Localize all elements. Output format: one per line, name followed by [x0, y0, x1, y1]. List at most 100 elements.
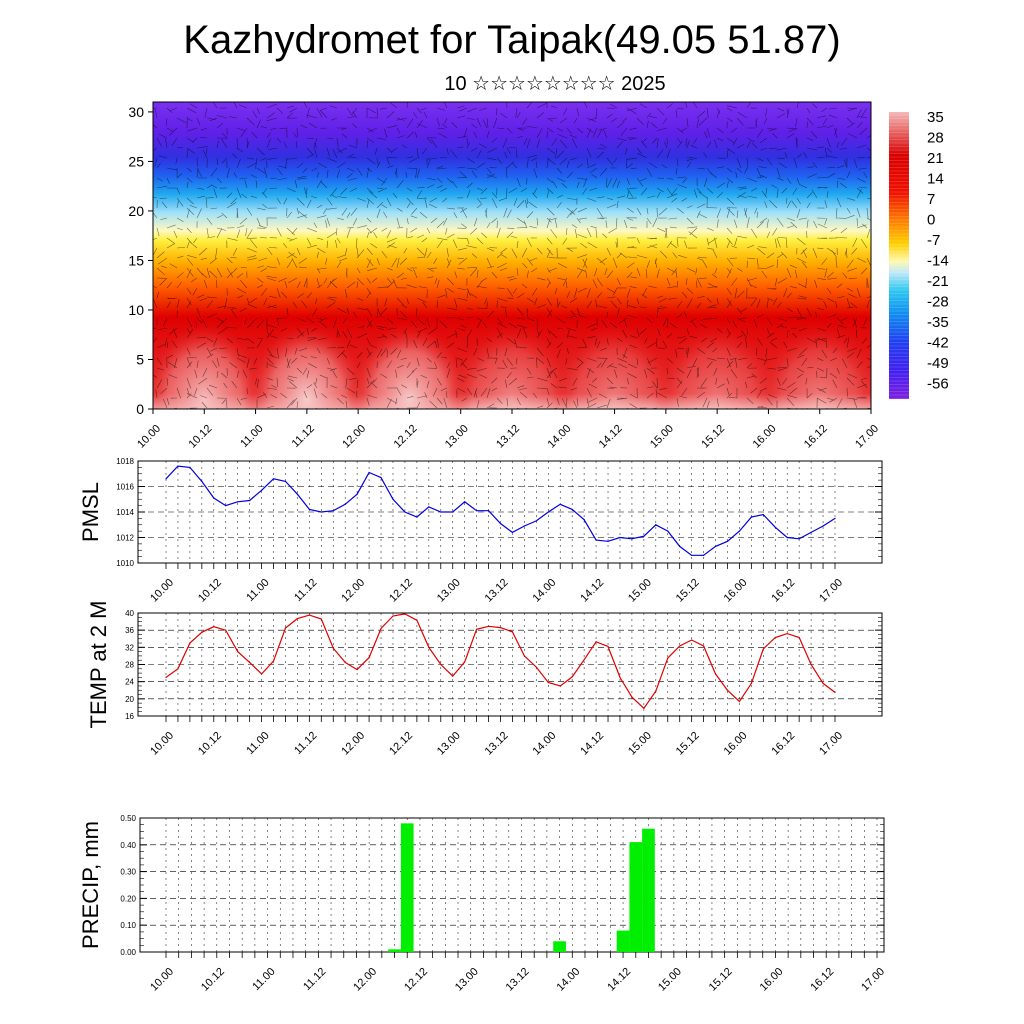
wind-barb	[846, 387, 848, 397]
wind-barb	[376, 325, 388, 329]
wind-barb	[286, 337, 294, 340]
wind-barb	[395, 369, 398, 379]
wind-barb	[746, 217, 750, 229]
wind-barb	[796, 237, 806, 245]
wind-barb	[157, 257, 168, 265]
wind-barb	[386, 350, 388, 359]
wind-barb	[757, 406, 768, 409]
wind-barb	[726, 148, 729, 159]
wind-barb	[726, 332, 731, 339]
wind-barb	[406, 362, 411, 369]
wind-barb	[600, 167, 608, 176]
wind-barb	[433, 362, 438, 369]
wind-barb	[613, 157, 618, 164]
wind-barb	[686, 226, 698, 229]
wind-barb	[526, 237, 532, 248]
wind-barb	[476, 357, 485, 362]
wind-barb	[686, 217, 694, 225]
wind-barb	[792, 187, 798, 195]
wind-barb	[645, 268, 648, 279]
wind-barb	[812, 103, 818, 109]
colorbar-label: -56	[927, 376, 949, 393]
wind-barb	[246, 207, 253, 216]
wind-barb	[750, 297, 758, 306]
pmsl-grid	[165, 461, 836, 563]
wind-barb	[317, 267, 328, 270]
wind-barb	[824, 200, 828, 209]
wind-barb	[515, 149, 518, 159]
wind-barb	[422, 337, 428, 346]
wind-barb	[753, 319, 758, 329]
wind-barb	[386, 156, 398, 159]
temp-x-tick-label: 10.12	[196, 730, 224, 758]
pmsl-point	[499, 522, 502, 525]
wind-barb	[366, 337, 371, 345]
wind-barb	[581, 187, 588, 195]
temp-point	[344, 661, 346, 663]
wind-barb	[491, 272, 498, 279]
wind-barb	[826, 147, 832, 153]
wind-barb	[306, 137, 314, 140]
wind-barb	[164, 337, 168, 347]
wind-barb	[429, 267, 438, 269]
wind-barb	[410, 215, 418, 219]
wind-barb	[291, 227, 298, 235]
wind-barb	[516, 307, 524, 316]
wind-barb	[726, 240, 731, 249]
wind-barb	[646, 393, 654, 399]
wind-barb	[266, 324, 278, 329]
wind-barb	[830, 357, 838, 361]
wind-barb	[640, 187, 648, 196]
wind-barb	[768, 394, 778, 399]
wind-barb	[286, 211, 292, 219]
wind-barb	[536, 217, 539, 226]
wind-barb	[556, 167, 563, 175]
wind-barb	[816, 125, 827, 129]
wind-barb	[577, 207, 588, 213]
wind-barb	[286, 252, 295, 259]
wind-barb	[576, 397, 579, 407]
wind-barb	[216, 214, 223, 219]
wind-barb	[476, 149, 482, 159]
wind-barb	[476, 237, 484, 245]
colorbar-label: 14	[927, 171, 944, 188]
wind-barb	[169, 263, 178, 269]
wind-barb	[469, 267, 478, 277]
wind-barb	[866, 365, 871, 369]
wind-barb	[436, 166, 444, 169]
wind-barb	[276, 137, 282, 143]
wind-barb	[802, 249, 808, 259]
wind-barb	[706, 297, 712, 303]
wind-barb	[536, 317, 538, 328]
wind-barb	[288, 237, 298, 242]
wind-barb	[406, 187, 413, 192]
wind-barb	[656, 268, 660, 279]
wind-barb	[595, 228, 598, 239]
temp-point	[750, 682, 752, 684]
wind-barb	[856, 257, 867, 263]
wind-barb	[306, 237, 312, 246]
wind-barb	[546, 337, 551, 346]
wind-barb	[502, 137, 508, 148]
wind-barb	[716, 110, 720, 119]
wind-barb	[155, 389, 158, 399]
pmsl-point	[344, 503, 346, 505]
wind-barb	[236, 158, 241, 169]
precip-x-tick-label: 11.00	[250, 966, 277, 993]
wind-barb	[606, 387, 615, 390]
wind-barb	[656, 377, 658, 389]
wind-barb	[755, 117, 758, 126]
wind-barb	[316, 179, 323, 189]
wind-barb	[786, 177, 792, 184]
wind-barb	[285, 157, 288, 169]
wind-barb	[771, 337, 778, 342]
wind-barb	[516, 267, 519, 276]
wind-barb	[336, 350, 345, 359]
wind-barb	[186, 387, 190, 395]
wind-barb	[396, 272, 405, 279]
wind-barb	[399, 257, 408, 265]
temp-point	[786, 633, 788, 635]
wind-barb	[279, 127, 288, 130]
heatmap-x-tick-label: 12.12	[392, 423, 420, 451]
wind-barb	[766, 367, 776, 370]
